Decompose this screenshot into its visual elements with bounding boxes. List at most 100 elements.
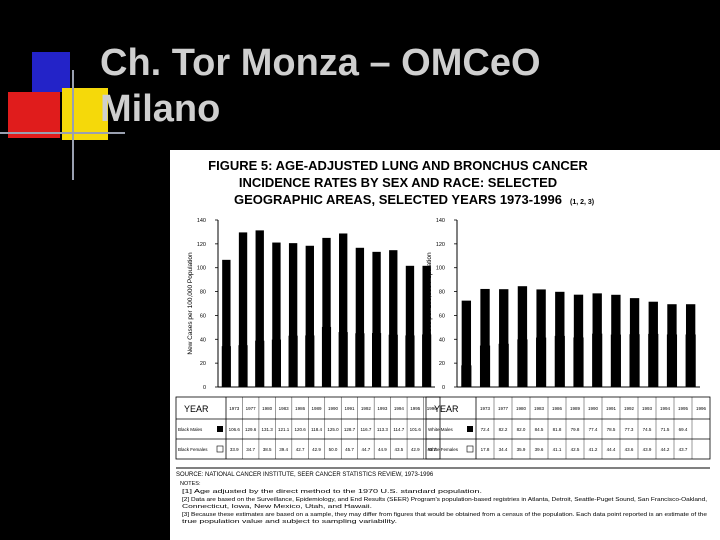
- bar-white-females: [629, 334, 640, 388]
- table-year-cell: 1996: [696, 406, 707, 411]
- table-value-cell: 78.5: [607, 427, 616, 432]
- table-value-cell: 43.5: [394, 447, 403, 452]
- table-value-cell: 50.0: [329, 447, 338, 452]
- figure-title-line2: INCIDENCE RATES BY SEX AND RACE: SELECTE…: [239, 175, 557, 190]
- table-value-cell: 44.9: [378, 447, 387, 452]
- table-year-cell: 1992: [624, 406, 635, 411]
- figure-title-line1: FIGURE 5: AGE-ADJUSTED LUNG AND BRONCHUS…: [208, 158, 588, 173]
- table-value-cell: 33.9: [230, 447, 239, 452]
- table-value-cell: 45.7: [345, 447, 354, 452]
- table-year-cell: 1991: [344, 406, 355, 411]
- bar-white-males: [461, 300, 472, 387]
- table-value-cell: 114.7: [393, 427, 404, 432]
- bar-black-males: [355, 247, 365, 387]
- y-tick-label: 80: [439, 290, 445, 296]
- bar-black-males: [305, 245, 314, 387]
- bar-black-females: [288, 335, 298, 388]
- table-value-cell: 43.7: [427, 447, 436, 452]
- table-value-cell: 101.6: [410, 427, 422, 432]
- table-year-cell: 1980: [262, 406, 273, 411]
- table-value-cell: 81.8: [553, 427, 562, 432]
- table-value-cell: 39.6: [535, 447, 544, 452]
- table-value-cell: 71.5: [661, 427, 670, 432]
- table-value-cell: 74.5: [643, 427, 652, 432]
- bar-black-males: [255, 230, 264, 387]
- y-tick-label: 20: [200, 361, 206, 367]
- table-year-cell: 1980: [516, 406, 527, 411]
- bar-black-females: [255, 340, 265, 388]
- bar-white-females: [498, 343, 509, 388]
- bar-black-males: [288, 243, 298, 387]
- chart-white: 0 20 40 60 80 100 120 140 New Cases per 100,000 …: [426, 218, 700, 391]
- bar-white-females: [685, 334, 696, 388]
- figure-title-line3: GEOGRAPHIC AREAS, SELECTED YEARS 1973-19…: [234, 192, 562, 207]
- table-value-cell: 43.6: [625, 447, 634, 452]
- bar-white-females: [554, 335, 565, 388]
- legend-swatch-outline: [216, 445, 224, 453]
- y-tick-label: 140: [436, 218, 445, 224]
- table-value-cell: 43.7: [679, 447, 688, 452]
- table-value-cell: 69.4: [679, 427, 688, 432]
- table-value-cell: 79.8: [571, 427, 580, 432]
- bar-white-females: [517, 339, 528, 388]
- table-value-cell: 82.0: [517, 427, 526, 432]
- bar-white-females: [592, 333, 603, 388]
- y-tick-label: 120: [197, 242, 206, 248]
- bar-black-males: [222, 259, 231, 387]
- table-value-cell: 41.2: [589, 447, 598, 452]
- y-tick-label: 40: [200, 337, 206, 343]
- bar-black-males: [422, 265, 431, 387]
- slide-title-line1: Ch. Tor Monza – OMCeO: [100, 42, 541, 84]
- bar-white-males: [611, 294, 621, 387]
- bar-black-females: [305, 335, 315, 388]
- table-value-cell: 120.6: [294, 427, 306, 432]
- bar-black-females: [372, 333, 382, 388]
- bar-white-males: [592, 293, 602, 387]
- note-line-5: true population value and subject to sam…: [182, 519, 397, 525]
- table-value-cell: 113.3: [377, 427, 388, 432]
- note-line-2: [2] Data are based on the Surveillance, …: [182, 497, 707, 503]
- bar-white-females: [536, 337, 547, 388]
- y-tick-label: 0: [203, 385, 206, 391]
- table-year-cell: 1993: [642, 406, 653, 411]
- table-year-cell: 1983: [534, 406, 545, 411]
- table-year-cell: 1992: [361, 406, 372, 411]
- bar-black-females: [338, 332, 348, 388]
- table-value-cell: 43.9: [643, 447, 652, 452]
- table-value-cell: 106.6: [229, 427, 241, 432]
- table-value-cell: 17.8: [481, 447, 490, 452]
- deco-vertical-line: [72, 70, 74, 180]
- deco-blue-square: [32, 52, 70, 92]
- bar-black-females: [405, 335, 415, 388]
- figure-title-notes: (1, 2, 3): [570, 199, 594, 206]
- bar-white-females: [479, 345, 491, 388]
- table-year-label: YEAR: [434, 404, 459, 414]
- tables-layer: YEAR 1973 1977 1980 1983 1986 1989 1990 1991 1992…: [175, 396, 711, 460]
- bar-black-females: [355, 333, 365, 388]
- table-value-cell: 39.4: [279, 447, 288, 452]
- table-row-label: Black Females: [178, 447, 208, 452]
- notes-header: NOTES:: [180, 481, 201, 487]
- y-tick-label: 20: [439, 361, 445, 367]
- table-value-cell: 125.0: [327, 427, 339, 432]
- legend-swatch-outline: [466, 445, 474, 453]
- table-value-cell: 129.6: [245, 427, 257, 432]
- table-value-cell: 44.4: [607, 447, 616, 452]
- note-line-1: [1] Age adjusted by the direct method to…: [182, 489, 482, 495]
- table-year-label: YEAR: [184, 404, 209, 414]
- table-year-cell: 1989: [570, 406, 581, 411]
- table-value-cell: 44.7: [362, 447, 371, 452]
- table-year-cell: 1983: [279, 406, 290, 411]
- table-year-cell: 1996: [427, 406, 438, 411]
- table-value-cell: 42.5: [571, 447, 580, 452]
- legend-swatch-solid: [217, 426, 223, 432]
- table-year-cell: 1994: [660, 406, 671, 411]
- bar-black-females: [321, 326, 332, 388]
- table-year-cell: 1977: [246, 406, 257, 411]
- bar-white-females: [573, 337, 584, 388]
- table-value-cell: 42.9: [411, 447, 420, 452]
- bar-white-males: [499, 289, 509, 387]
- data-table-black: YEAR 1973 1977 1980 1983 1986 1989 1990 1991 1992…: [175, 396, 441, 460]
- table-year-cell: 1986: [295, 406, 306, 411]
- table-value-cell: 77.4: [589, 427, 598, 432]
